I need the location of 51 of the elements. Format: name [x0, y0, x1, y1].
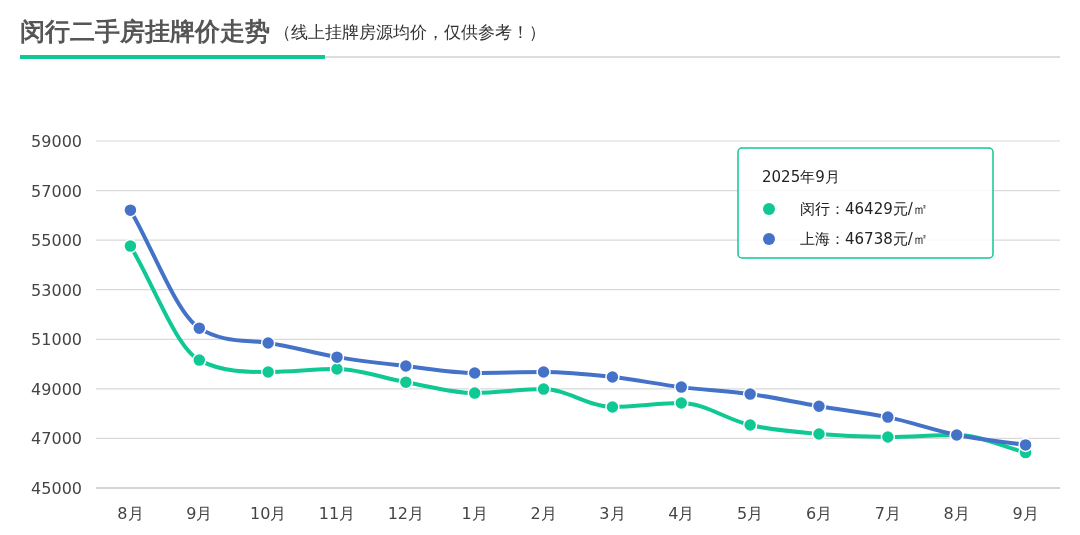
x-tick-label: 9月 [1012, 504, 1039, 523]
chart-title: 闵行二手房挂牌价走势 [20, 17, 270, 46]
point [674, 395, 689, 411]
point [880, 409, 896, 425]
y-tick-label: 53000 [31, 280, 82, 300]
point [674, 379, 689, 395]
x-tick-label: 5月 [737, 504, 764, 523]
x-tick-label: 3月 [599, 504, 626, 523]
point [811, 426, 827, 442]
x-tick-label: 4月 [668, 504, 695, 523]
y-tick-label: 55000 [31, 231, 82, 251]
point [1018, 437, 1033, 453]
x-tick-label: 8月 [117, 504, 144, 523]
point [811, 398, 827, 414]
x-tick-label: 10月 [249, 504, 287, 523]
point [742, 417, 758, 433]
point [605, 369, 620, 385]
x-tick-label: 8月 [943, 504, 970, 523]
point [192, 320, 207, 336]
x-tick-label: 11月 [318, 504, 356, 523]
x-tick-label: 9月 [186, 504, 213, 523]
y-tick-label: 49000 [31, 379, 82, 399]
point [260, 364, 276, 380]
x-tick-label: 7月 [874, 504, 901, 523]
point [467, 365, 482, 381]
x-tick-label: 2月 [530, 504, 557, 523]
x-tick-label: 1月 [461, 504, 488, 523]
point [260, 335, 276, 351]
point [467, 385, 482, 401]
point [536, 364, 551, 380]
y-tick-label: 59000 [31, 132, 82, 151]
y-tick-label: 57000 [31, 181, 82, 201]
annotation: ：46429元/㎡ [830, 200, 928, 218]
point [192, 352, 207, 368]
point [536, 381, 551, 397]
x-tick-label: 12月 [387, 504, 425, 523]
point [398, 358, 414, 374]
point [329, 349, 345, 365]
x-tick-label: 6月 [805, 504, 833, 523]
point [742, 386, 758, 402]
y-tick-label: 47000 [31, 429, 82, 449]
point [123, 202, 138, 218]
y-tick-label: 45000 [31, 479, 82, 498]
chart-subtitle: （线上挂牌房源均价，仅供参考！） [274, 22, 546, 42]
point [123, 238, 138, 254]
annotation: ：46738元/㎡ [830, 230, 928, 248]
y-tick-label: 51000 [31, 330, 82, 350]
point [605, 399, 620, 415]
point [880, 429, 896, 445]
point [398, 374, 414, 390]
legend-title: 2025年9月 [762, 168, 840, 186]
